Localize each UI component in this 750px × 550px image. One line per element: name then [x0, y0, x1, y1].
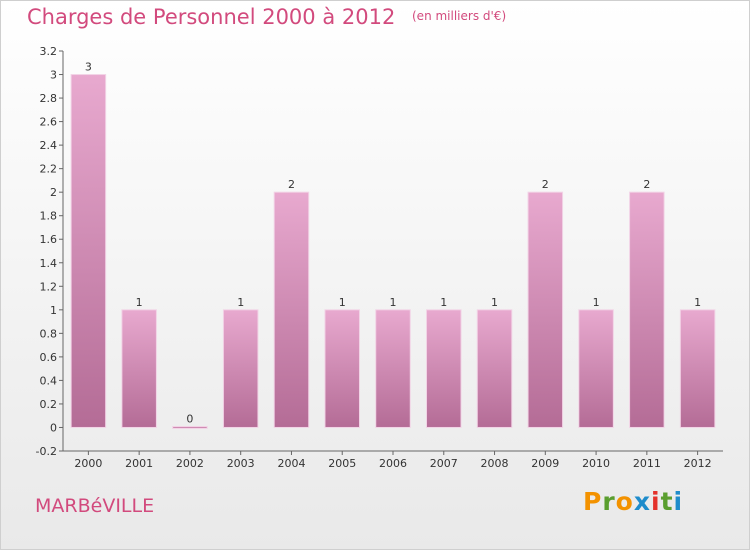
bar-2003[interactable]	[222, 309, 259, 428]
y-tick: 0.4	[40, 374, 63, 387]
y-tick: 3	[50, 69, 63, 82]
data-label-2008: 1	[491, 296, 498, 309]
y-tick: 3.2	[40, 45, 63, 58]
bar-2009[interactable]	[527, 191, 564, 428]
data-label-2001: 1	[136, 296, 143, 309]
y-tick-label: 2.6	[40, 116, 58, 129]
y-tick-label: 2	[50, 186, 57, 199]
y-tick-label: 3	[50, 69, 57, 82]
proxiti-logo[interactable]: Proxiti	[583, 487, 683, 516]
y-tick-label: -0.2	[36, 445, 57, 458]
y-tick-label: 1.4	[40, 257, 58, 270]
x-tick-label-2011: 2011	[633, 457, 661, 470]
y-tick: 2.4	[40, 139, 63, 152]
y-tick-label: 0.8	[40, 327, 58, 340]
y-tick-label: 0.6	[40, 351, 58, 364]
y-tick-label: 1	[50, 304, 57, 317]
logo-letter: r	[602, 487, 616, 516]
chart-unit: (en milliers d'€)	[412, 9, 507, 23]
y-tick-label: 0	[50, 421, 57, 434]
data-label-2005: 1	[339, 296, 346, 309]
bar-2008[interactable]	[476, 309, 513, 428]
bar-2007[interactable]	[426, 309, 462, 428]
y-tick: 1.2	[40, 280, 63, 293]
y-tick: 2	[50, 186, 63, 199]
x-tick-label-2006: 2006	[379, 457, 407, 470]
y-tick-label: 0.2	[40, 398, 58, 411]
logo-letter: i	[651, 487, 661, 516]
bar-2011[interactable]	[629, 191, 665, 428]
logo-letter: o	[615, 487, 634, 516]
y-tick-label: 1.2	[40, 280, 58, 293]
data-label-2006: 1	[390, 296, 397, 309]
y-tick: 0	[50, 421, 63, 434]
data-label-2010: 1	[593, 296, 600, 309]
y-tick: 0.2	[40, 398, 63, 411]
y-tick: 1.4	[40, 257, 63, 270]
y-tick: 0.6	[40, 351, 63, 364]
y-tick-label: 2.2	[40, 163, 58, 176]
bars: 3 1 0 1 2 1 1 1 1 2 1 2 1	[70, 61, 716, 429]
x-tick-label-2002: 2002	[176, 457, 204, 470]
data-label-2011: 2	[643, 178, 650, 191]
x-tick-label-2001: 2001	[125, 457, 153, 470]
y-tick-label: 0.4	[40, 374, 58, 387]
chart-title: Charges de Personnel 2000 à 2012 (en mil…	[27, 5, 506, 29]
x-tick-label-2010: 2010	[582, 457, 610, 470]
bar-2010[interactable]	[578, 309, 614, 428]
y-axis: -0.2 0 0.2 0.4 0.6 0.8 1 1.2 1.4 1.6 1.8 2 2.2 2.4 2.6…	[36, 45, 64, 458]
y-tick: 1.8	[40, 210, 63, 223]
commune-name: MARBéVILLE	[35, 495, 155, 517]
y-tick: 1	[50, 304, 63, 317]
data-label-2007: 1	[440, 296, 447, 309]
data-label-2012: 1	[694, 296, 701, 309]
logo-letter: i	[673, 487, 684, 516]
x-axis: 2000 2001 2002 2003 2004 2005 2006 2007 2008 2009…	[63, 450, 723, 470]
x-tick-label-2003: 2003	[227, 457, 255, 470]
logo-letter: x	[633, 487, 651, 516]
data-label-2009: 2	[542, 178, 549, 191]
y-tick: 2.6	[40, 116, 63, 129]
bar-2000[interactable]	[70, 74, 107, 428]
data-label-2000: 3	[85, 61, 92, 74]
bar-2006[interactable]	[375, 309, 411, 428]
x-tick-label-2004: 2004	[277, 457, 305, 470]
logo-letter: P	[583, 487, 603, 516]
chart-title-text: Charges de Personnel 2000 à 2012	[27, 5, 396, 29]
data-label-2004: 2	[288, 178, 295, 191]
bar-2001[interactable]	[121, 309, 157, 428]
data-label-2002: 0	[186, 412, 193, 425]
bar-2004[interactable]	[273, 191, 310, 428]
x-tick-label-2012: 2012	[684, 457, 712, 470]
y-tick: -0.2	[36, 445, 63, 458]
y-tick: 0.8	[40, 327, 63, 340]
y-tick-label: 2.8	[40, 92, 58, 105]
y-tick-label: 2.4	[40, 139, 58, 152]
x-tick-label-2000: 2000	[74, 457, 102, 470]
data-label-2003: 1	[237, 296, 244, 309]
x-tick-label-2007: 2007	[430, 457, 458, 470]
x-tick-label-2008: 2008	[481, 457, 509, 470]
x-tick-label-2005: 2005	[328, 457, 356, 470]
bar-2012[interactable]	[679, 309, 716, 428]
bar-2005[interactable]	[324, 309, 360, 428]
logo-letter: t	[660, 487, 674, 516]
y-tick: 2.8	[40, 92, 63, 105]
y-tick-label: 1.8	[40, 210, 58, 223]
x-tick-label-2009: 2009	[531, 457, 559, 470]
bar-2002[interactable]	[172, 425, 208, 429]
y-tick: 2.2	[40, 163, 63, 176]
y-tick: 1.6	[40, 233, 63, 246]
y-tick-label: 1.6	[40, 233, 58, 246]
y-tick-label: 3.2	[40, 45, 58, 58]
